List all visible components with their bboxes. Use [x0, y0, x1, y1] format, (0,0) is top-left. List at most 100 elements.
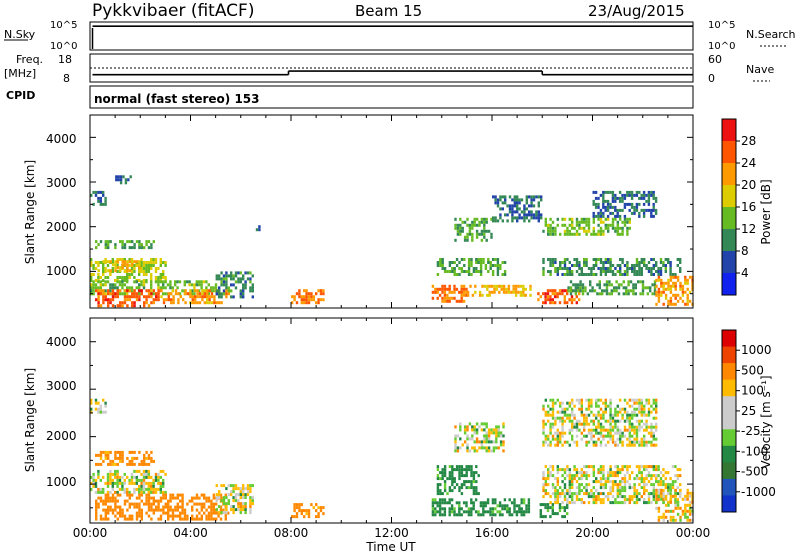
power-cell	[97, 289, 100, 293]
power-cell	[145, 298, 148, 302]
velocity-cell	[595, 416, 598, 420]
velocity-cell	[475, 440, 479, 444]
velocity-cell	[227, 484, 230, 488]
velocity-cell	[450, 498, 454, 502]
velocity-cell	[566, 506, 569, 510]
power-cell	[130, 270, 134, 273]
velocity-cell	[224, 514, 227, 518]
power-cell	[664, 270, 667, 273]
velocity-cell	[561, 419, 564, 423]
velocity-cell	[559, 495, 562, 499]
velocity-cell	[107, 517, 110, 521]
power-cell	[119, 178, 123, 182]
power-cell	[317, 289, 320, 293]
power-cell	[561, 292, 564, 296]
power-cell	[147, 264, 150, 267]
velocity-cell	[621, 480, 624, 484]
velocity-cell	[494, 501, 497, 505]
x-ticklabel-0: 00:00	[73, 526, 108, 540]
power-cell	[606, 190, 610, 194]
power-cell	[596, 283, 599, 287]
power-cell	[638, 196, 641, 200]
power-cell	[126, 273, 129, 276]
velocity-cell	[434, 513, 437, 517]
power-cell	[468, 223, 472, 227]
power-cell	[650, 270, 653, 273]
velocity-cell	[150, 517, 153, 521]
velocity-cell	[549, 465, 552, 469]
power-cell	[114, 283, 117, 287]
power-colorbar-swatch-6	[722, 251, 736, 274]
velocity-cell	[599, 425, 603, 429]
velocity-cell	[626, 468, 629, 472]
velocity-cell	[222, 508, 225, 512]
power-cell	[147, 261, 150, 264]
velocity-cell	[671, 465, 675, 469]
power-cell	[580, 267, 583, 270]
power-cell	[470, 261, 473, 264]
power-cell	[126, 269, 129, 273]
power-cell	[483, 220, 486, 224]
power-cell	[218, 292, 221, 296]
power-cell	[443, 284, 447, 288]
velocity-cell	[544, 440, 547, 444]
power-cell	[210, 286, 213, 290]
velocity-cell	[152, 508, 155, 512]
power-cell	[511, 219, 514, 223]
power-cell	[614, 196, 617, 200]
velocity-cell	[107, 508, 110, 512]
power-cell	[162, 292, 165, 296]
power-cell	[210, 289, 213, 293]
velocity-cell	[561, 428, 564, 432]
power-cell	[590, 232, 593, 236]
velocity-cell	[688, 512, 692, 516]
power-cell	[511, 213, 514, 217]
power-cell	[544, 220, 547, 224]
velocity-cell	[106, 472, 110, 476]
velocity-cell	[483, 434, 486, 438]
power-cell	[571, 223, 574, 227]
velocity-cell	[561, 474, 564, 478]
velocity-cell	[585, 422, 588, 426]
velocity-cell	[672, 518, 675, 522]
power-cell	[674, 273, 677, 276]
power-cell	[300, 301, 303, 305]
velocity-cell	[527, 501, 531, 505]
velocity-cell	[102, 517, 105, 521]
velocity-cell	[616, 413, 619, 417]
velocity-cell	[556, 471, 559, 475]
power-cell	[222, 274, 226, 278]
velocity-cell	[230, 493, 233, 497]
velocity-cell	[561, 506, 564, 510]
power-cell	[549, 301, 552, 305]
velocity-cell	[458, 489, 461, 493]
velocity-cell	[571, 486, 574, 490]
velocity-cell	[467, 507, 471, 511]
power-cell	[621, 258, 624, 261]
velocity-cell	[205, 496, 208, 500]
velocity-cell	[575, 422, 579, 426]
velocity-cell	[94, 484, 98, 488]
power-cell	[537, 204, 540, 208]
velocity-cell	[116, 472, 119, 476]
power-cell	[191, 295, 194, 299]
power-cell	[160, 289, 163, 293]
power-cell	[479, 264, 483, 267]
velocity-cell	[573, 465, 576, 469]
power-cell	[575, 258, 579, 261]
velocity-cell	[94, 478, 98, 482]
power-cell	[549, 226, 552, 230]
power-cell	[143, 246, 146, 250]
velocity-cell	[635, 474, 639, 478]
power-cell	[551, 301, 554, 305]
velocity-cell	[623, 407, 627, 411]
velocity-cell	[234, 499, 238, 503]
velocity-cell	[106, 481, 110, 485]
power-cell	[657, 299, 661, 303]
velocity-cell	[471, 434, 474, 438]
power-region-20	[592, 190, 658, 218]
velocity-cell	[99, 407, 102, 411]
power-cell	[128, 260, 132, 264]
velocity-cell	[549, 495, 552, 499]
nave-tick-bottom: 0	[708, 72, 715, 85]
